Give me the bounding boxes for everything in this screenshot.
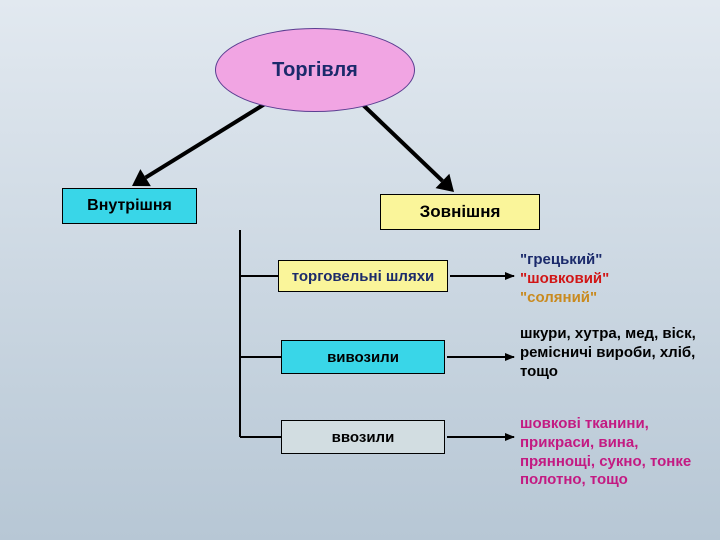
subnode-imported-label: ввозили bbox=[332, 429, 395, 446]
branch-external-label: Зовнішня bbox=[420, 202, 501, 222]
subnode-exported-label: вивозили bbox=[327, 349, 399, 366]
routes-list-item: "шовковий" bbox=[520, 270, 710, 289]
routes-list-item: "соляний" bbox=[520, 289, 710, 308]
export-goods-text: шкури, хутра, мед, віск, ремісничі вироб… bbox=[520, 325, 710, 381]
branch-internal: Внутрішня bbox=[62, 188, 197, 224]
subnode-trade-routes-label: торговельні шляхи bbox=[292, 268, 435, 285]
branch-internal-label: Внутрішня bbox=[87, 197, 172, 215]
root-node-trade: Торгівля bbox=[215, 28, 415, 112]
subnode-exported: вивозили bbox=[281, 340, 445, 374]
branch-external: Зовнішня bbox=[380, 194, 540, 230]
root-label: Торгівля bbox=[272, 59, 358, 82]
routes-list: "грецький""шовковий""соляний" bbox=[520, 251, 710, 307]
subnode-trade-routes: торговельні шляхи bbox=[278, 260, 448, 292]
subnode-imported: ввозили bbox=[281, 420, 445, 454]
import-goods-text: шовкові тканини, прикраси, вина, пряннощ… bbox=[520, 415, 710, 490]
routes-list-item: "грецький" bbox=[520, 251, 710, 270]
